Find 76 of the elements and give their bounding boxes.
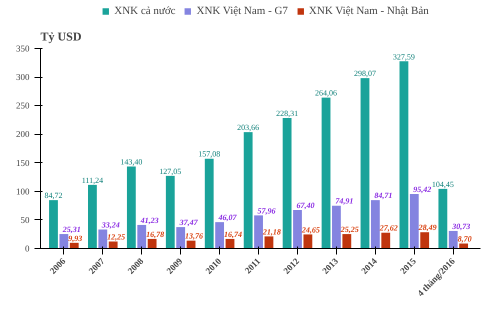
bar (126, 166, 136, 248)
data-label: 57,96 (258, 206, 276, 216)
bar (49, 200, 58, 248)
data-label: 46,07 (218, 213, 238, 222)
bar (381, 232, 390, 248)
data-label: 9,93 (68, 234, 82, 243)
y-tick-label: 50 (20, 214, 30, 225)
data-label: 143,40 (120, 158, 142, 167)
data-label: 104,45 (432, 180, 454, 189)
bar (137, 224, 146, 248)
bar (264, 236, 274, 248)
bar (420, 232, 430, 248)
bar (166, 176, 175, 248)
bar (332, 206, 341, 248)
bar (215, 222, 224, 248)
y-tick-label: 200 (16, 129, 30, 140)
bar (459, 244, 468, 248)
y-axis-title: Tỷ USD (40, 30, 82, 44)
data-label: 95,42 (413, 184, 432, 194)
bar (254, 215, 263, 248)
data-label: 41,23 (140, 216, 159, 225)
data-label: 13,76 (185, 232, 204, 241)
data-label: 111,24 (82, 176, 104, 185)
legend-label: XNK Việt Nam - Nhật Bản (308, 5, 429, 17)
data-label: 67,40 (296, 200, 314, 210)
data-label: 84,71 (374, 191, 392, 200)
data-label: 25,31 (62, 225, 81, 234)
bar (204, 158, 214, 248)
data-label: 127,05 (159, 166, 182, 176)
bar (59, 234, 68, 248)
y-tick-label: 150 (16, 158, 30, 168)
bar (293, 210, 302, 248)
bar (410, 194, 419, 248)
data-label: 264,06 (315, 88, 338, 98)
bar (244, 132, 253, 248)
data-label: 327,59 (392, 52, 415, 62)
bar (342, 234, 352, 248)
data-label: 157,08 (198, 150, 220, 159)
data-label: 27,62 (378, 224, 398, 233)
bar (226, 238, 234, 248)
data-label: 203,66 (237, 123, 260, 132)
data-label: 16,74 (224, 230, 242, 239)
y-tick-label: 300 (16, 72, 30, 82)
bar (400, 61, 408, 248)
legend-label: XNK cả nước (114, 5, 176, 17)
bar (360, 78, 370, 248)
bar (88, 184, 97, 248)
data-label: 37,47 (178, 218, 199, 228)
bar (148, 238, 157, 248)
data-label: 228,31 (276, 109, 298, 118)
bar (438, 188, 448, 248)
data-label: 12,25 (107, 232, 126, 242)
data-label: 16,78 (146, 230, 164, 239)
data-label: 24,65 (300, 225, 320, 234)
y-tick-label: 100 (16, 186, 30, 196)
data-label: 30,73 (451, 222, 470, 231)
data-label: 84,72 (44, 191, 62, 200)
data-label: 25,25 (340, 225, 359, 234)
data-label: 33,24 (100, 220, 120, 230)
bar (303, 234, 312, 248)
bar (98, 230, 108, 248)
y-tick-label: 250 (16, 100, 30, 111)
data-label: 28,49 (418, 223, 437, 232)
y-tick-label: 350 (16, 44, 30, 54)
bar (370, 200, 380, 248)
data-label: 298,07 (354, 69, 376, 78)
y-tick-label: 0 (25, 244, 30, 254)
bar (186, 240, 196, 248)
legend-label: XNK Việt Nam - G7 (196, 5, 288, 17)
bar (176, 227, 186, 248)
bar (322, 98, 330, 248)
data-label: 8,70 (458, 234, 472, 244)
bar (448, 230, 458, 248)
data-label: 21,18 (262, 227, 281, 236)
bar (282, 118, 292, 248)
data-label: 74,91 (335, 196, 354, 206)
